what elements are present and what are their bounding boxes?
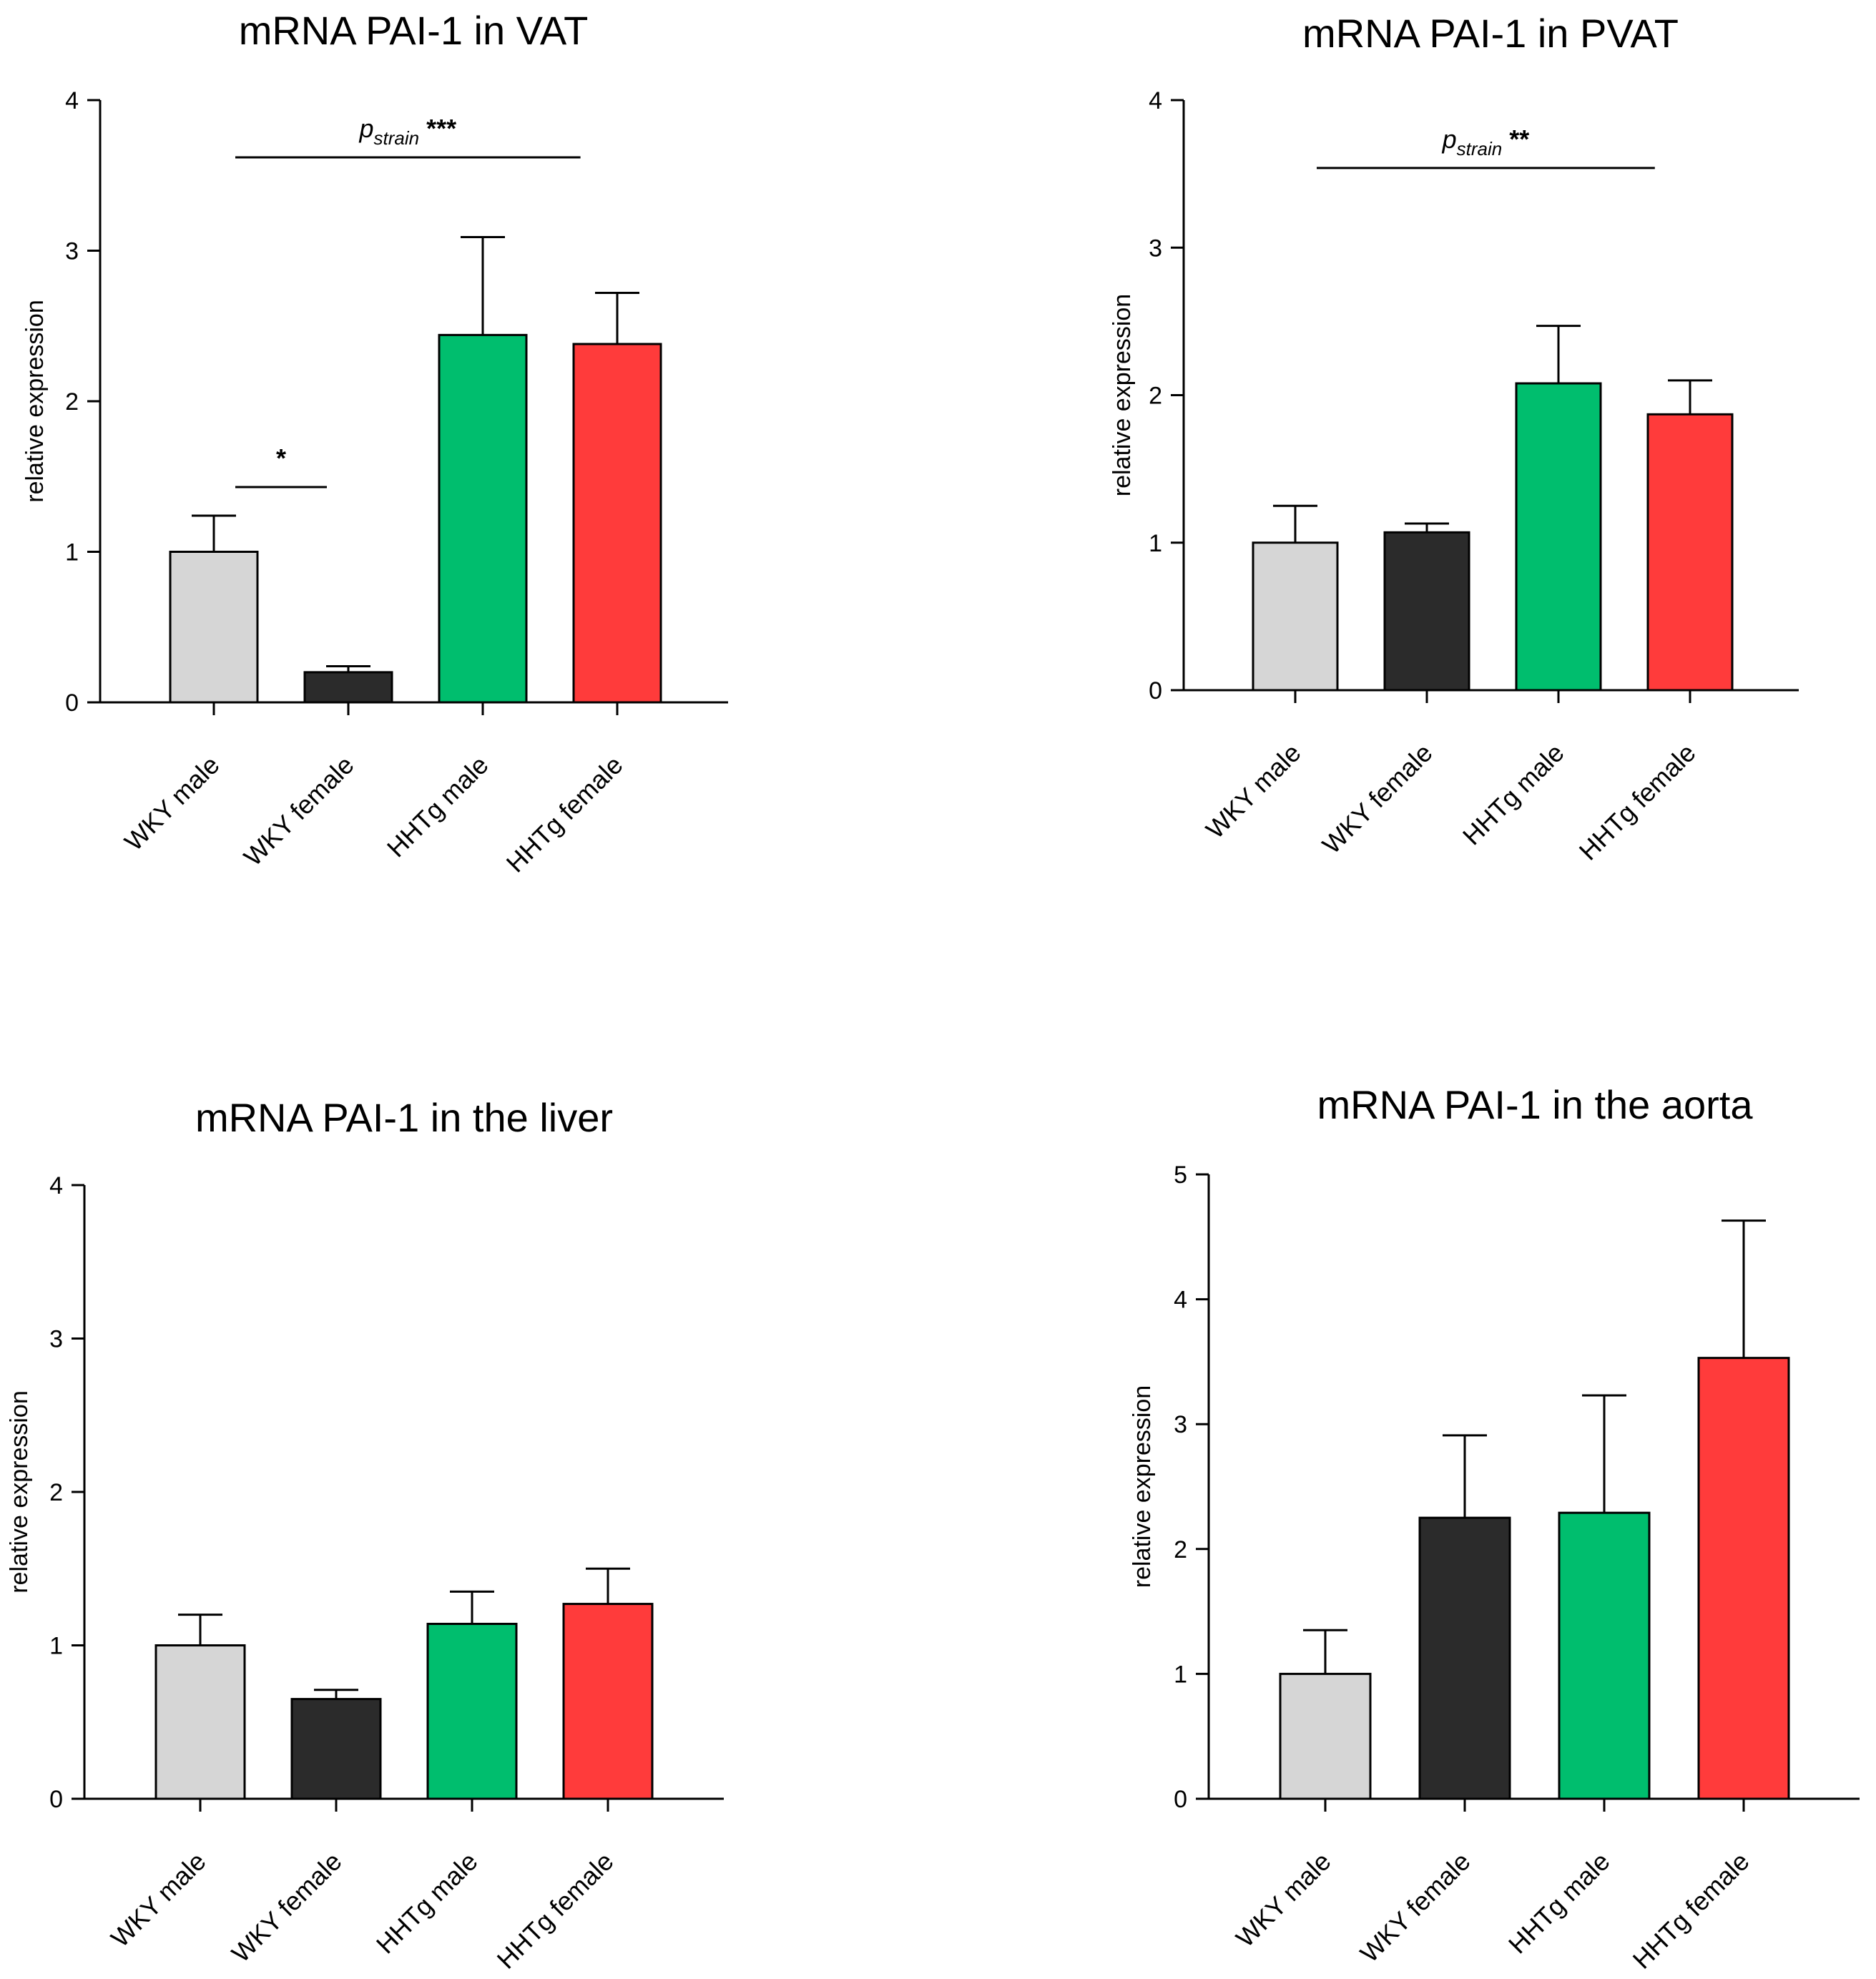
y-axis-label: relative expression xyxy=(21,300,49,502)
bar-wky-male xyxy=(1252,541,1339,692)
y-tick-label: 1 xyxy=(1174,1661,1187,1688)
x-category-label: HHTg male xyxy=(381,750,494,863)
x-category-label: WKY male xyxy=(1200,738,1307,845)
x-category-label: WKY male xyxy=(105,1847,212,1953)
y-tick-label: 0 xyxy=(1149,677,1162,704)
bar-hhtg-female xyxy=(562,1603,654,1800)
x-category-label: HHTg female xyxy=(1573,738,1701,866)
y-axis-label: relative expression xyxy=(6,1390,33,1593)
y-tick-label: 4 xyxy=(1149,87,1162,114)
p-subscript: strain xyxy=(1457,138,1503,159)
bar-wky-male xyxy=(154,1644,246,1800)
p-symbol: p xyxy=(1442,124,1457,154)
y-tick-label: 4 xyxy=(65,87,79,114)
bar-hhtg-female xyxy=(572,343,662,704)
significance-label: * xyxy=(276,443,286,473)
chart-panel-3: mRNA PAI-1 in the liver relative expressi… xyxy=(6,1095,724,1975)
chart-panel-2: mRNA PAI-1 in PVAT relative expression 0 1 2… xyxy=(1109,11,1799,866)
significance-label: pstrain *** xyxy=(358,114,456,149)
x-category-label: HHTg male xyxy=(1457,738,1570,851)
y-tick-label: 0 xyxy=(1174,1786,1187,1813)
y-tick-label: 2 xyxy=(1174,1536,1187,1563)
p-symbol: p xyxy=(358,114,373,143)
bar-hhtg-male xyxy=(438,333,528,704)
p-subscript: strain xyxy=(374,127,420,149)
significance-stars: ** xyxy=(1502,124,1529,154)
significance-label: pstrain ** xyxy=(1442,124,1530,159)
y-tick-label: 3 xyxy=(1174,1411,1187,1438)
bar-wky-male xyxy=(169,551,259,704)
chart-panel-4: mRNA PAI-1 in the aorta relative expressi… xyxy=(1129,1082,1860,1975)
bar-wky-female xyxy=(1418,1516,1511,1800)
x-category-label: WKY male xyxy=(1230,1847,1337,1953)
x-category-label: HHTg male xyxy=(370,1847,483,1960)
chart-title: mRNA PAI-1 in VAT xyxy=(239,8,589,53)
significance-stars: *** xyxy=(419,114,456,143)
bar-hhtg-male xyxy=(426,1622,518,1800)
x-category-label: WKY female xyxy=(1355,1847,1476,1968)
y-tick-label: 1 xyxy=(49,1633,63,1660)
bar-hhtg-male xyxy=(1558,1511,1651,1800)
y-axis-label: relative expression xyxy=(1129,1385,1156,1588)
x-category-label: HHTg female xyxy=(501,750,629,878)
y-tick-label: 3 xyxy=(1149,235,1162,262)
y-tick-label: 3 xyxy=(49,1326,63,1353)
x-category-label: WKY female xyxy=(1317,738,1438,860)
x-category-label: WKY male xyxy=(119,750,225,857)
chart-title: mRNA PAI-1 in PVAT xyxy=(1302,11,1679,56)
bar-wky-female xyxy=(1383,531,1470,692)
bar-hhtg-female xyxy=(1697,1357,1790,1800)
y-tick-label: 5 xyxy=(1174,1162,1187,1189)
x-category-label: WKY female xyxy=(238,750,360,872)
bar-wky-male xyxy=(1279,1672,1372,1800)
y-axis-label: relative expression xyxy=(1109,294,1136,496)
y-tick-label: 0 xyxy=(49,1786,63,1813)
y-tick-label: 2 xyxy=(65,388,79,416)
chart-panel-1: mRNA PAI-1 in VAT relative expression 0 1 2 3… xyxy=(21,8,728,878)
y-tick-label: 4 xyxy=(1174,1287,1187,1314)
y-tick-label: 1 xyxy=(1149,530,1162,557)
y-tick-label: 3 xyxy=(65,238,79,265)
bar-wky-female xyxy=(303,671,393,704)
significance-stars: * xyxy=(276,443,286,473)
x-category-label: WKY female xyxy=(226,1847,348,1968)
y-tick-label: 2 xyxy=(1149,383,1162,410)
y-tick-label: 2 xyxy=(49,1479,63,1506)
x-category-label: HHTg female xyxy=(1627,1847,1755,1975)
chart-title: mRNA PAI-1 in the aorta xyxy=(1317,1082,1754,1127)
bar-wky-female xyxy=(290,1698,382,1800)
bar-hhtg-male xyxy=(1515,382,1602,692)
y-tick-label: 4 xyxy=(49,1172,63,1199)
bar-hhtg-female xyxy=(1646,413,1734,692)
y-tick-label: 1 xyxy=(65,539,79,566)
y-tick-label: 0 xyxy=(65,689,79,717)
x-category-label: HHTg female xyxy=(491,1847,619,1975)
x-category-label: HHTg male xyxy=(1503,1847,1616,1960)
chart-title: mRNA PAI-1 in the liver xyxy=(195,1095,613,1140)
